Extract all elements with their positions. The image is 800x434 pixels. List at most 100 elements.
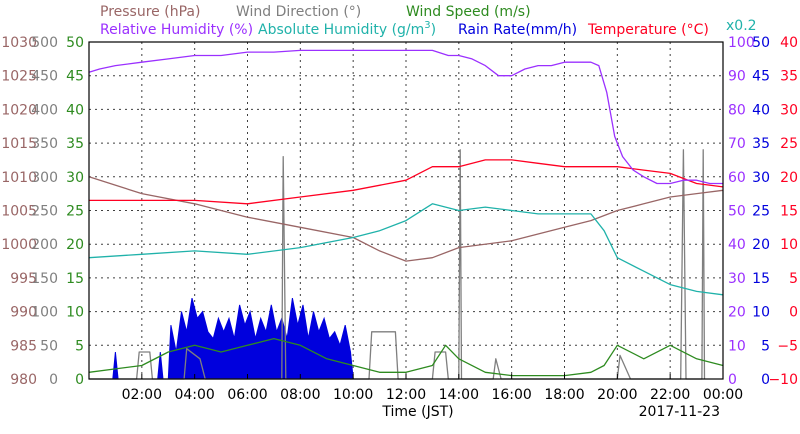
- y-tick-rain: 40: [752, 102, 770, 118]
- y-tick-wind-dir: 400: [31, 102, 58, 118]
- x-tick-label: 14:00: [439, 387, 479, 403]
- y-tick-pressure: 1020: [1, 102, 37, 118]
- y-tick-temp: 35: [780, 69, 798, 85]
- series-temp: [89, 159, 724, 205]
- y-tick-temp: 0: [789, 305, 798, 321]
- y-tick-wind-speed: 50: [66, 35, 84, 51]
- y-tick-pressure: 1000: [1, 237, 37, 253]
- legend-wind-direction: Wind Direction (°): [236, 4, 361, 20]
- y-tick-wind-dir: 250: [31, 204, 58, 220]
- y-tick-rel-hum: 100: [728, 35, 755, 51]
- y-tick-pressure: 1015: [1, 136, 37, 152]
- y-tick-rain: 15: [752, 271, 770, 287]
- y-tick-wind-dir: 450: [31, 69, 58, 85]
- y-tick-pressure: 995: [10, 271, 37, 287]
- y-tick-temp: 5: [789, 271, 798, 287]
- legend-absolute-humidity-prefix: Absolute Humidity (g/m: [258, 22, 424, 38]
- x-axis: 02:00 04:00 06:00 08:00 10:00 12:00 14:00 16:00…: [122, 374, 743, 403]
- y-tick-rain: 10: [752, 305, 770, 321]
- y-tick-temp: −5: [777, 338, 798, 354]
- y-tick-temp: 10: [780, 237, 798, 253]
- y-tick-pressure: 985: [10, 338, 37, 354]
- y-tick-rel-hum: 0: [728, 372, 737, 388]
- y-tick-wind-speed: 20: [66, 237, 84, 253]
- series-wind-speed: [88, 337, 724, 377]
- y-tick-wind-dir: 200: [31, 237, 58, 253]
- y-tick-pressure: 1030: [1, 35, 37, 51]
- legend-wind-speed: Wind Speed (m/s): [406, 4, 531, 20]
- legend-absolute-humidity-suffix: ): [431, 22, 436, 38]
- y-tick-temp: 30: [780, 102, 798, 118]
- y-tick-rel-hum: 60: [728, 170, 746, 186]
- y-tick-pressure: 990: [10, 305, 37, 321]
- y-tick-wind-speed: 25: [66, 204, 84, 220]
- y-tick-wind-dir: 0: [49, 372, 58, 388]
- series-layer: [88, 49, 724, 380]
- y-tick-pressure: 1010: [1, 170, 37, 186]
- series-rain: [112, 297, 354, 380]
- x-tick-label: 04:00: [174, 387, 214, 403]
- legend-relative-humidity: Relative Humidity (%): [100, 22, 253, 38]
- y-tick-wind-dir: 150: [31, 271, 58, 287]
- date-label: 2017-11-23: [639, 404, 720, 420]
- y-tick-rain: 45: [752, 69, 770, 85]
- y-tick-wind-dir: 500: [31, 35, 58, 51]
- y-tick-wind-speed: 45: [66, 69, 84, 85]
- y-tick-wind-speed: 30: [66, 170, 84, 186]
- legend-absolute-humidity-sup: 3: [424, 20, 430, 31]
- y-tick-pressure: 980: [10, 372, 37, 388]
- x-tick-label: 10:00: [333, 387, 373, 403]
- y-tick-rel-hum: 40: [728, 237, 746, 253]
- y-tick-rel-hum: 30: [728, 271, 746, 287]
- y-tick-temp: 20: [780, 170, 798, 186]
- y-tick-wind-dir: 350: [31, 136, 58, 152]
- legend-absolute-humidity: Absolute Humidity (g/m3): [258, 20, 436, 38]
- y-tick-rel-hum: 90: [728, 69, 746, 85]
- y-tick-rel-hum: 10: [728, 338, 746, 354]
- y-tick-rel-hum: 50: [728, 204, 746, 220]
- y-tick-rain: 20: [752, 237, 770, 253]
- x-axis-label: Time (JST): [381, 404, 453, 420]
- x-tick-label: 06:00: [227, 387, 267, 403]
- y-tick-rain: 5: [761, 338, 770, 354]
- y-tick-wind-dir: 100: [31, 305, 58, 321]
- legend-pressure: Pressure (hPa): [100, 4, 200, 20]
- y-tick-temp: 40: [780, 35, 798, 51]
- y-tick-temp: −10: [768, 372, 798, 388]
- y-tick-wind-speed: 0: [75, 372, 84, 388]
- y-tick-wind-dir: 300: [31, 170, 58, 186]
- x-tick-label: 18:00: [544, 387, 584, 403]
- legend-temperature: Temperature (°C): [587, 22, 709, 38]
- y-tick-pressure: 1025: [1, 69, 37, 85]
- y-tick-wind-speed: 40: [66, 102, 84, 118]
- series-abs-hum: [88, 203, 724, 296]
- y-tick-temp: 25: [780, 136, 798, 152]
- series-rel-hum: [88, 49, 723, 185]
- y-tick-pressure: 1005: [1, 204, 37, 220]
- y-tick-wind-speed: 10: [66, 305, 84, 321]
- y-tick-rain: 30: [752, 170, 770, 186]
- y-tick-wind-speed: 15: [66, 271, 84, 287]
- x-tick-label: 20:00: [597, 387, 637, 403]
- y-tick-wind-speed: 5: [75, 338, 84, 354]
- y-tick-wind-speed: 35: [66, 136, 84, 152]
- x-tick-label: 00:00: [703, 387, 743, 403]
- y-tick-rain: 50: [752, 35, 770, 51]
- x-tick-label: 02:00: [122, 387, 162, 403]
- legend-rain-rate: Rain Rate(mm/h): [458, 22, 577, 38]
- y-axes: 1030102510201015101010051000995990985980…: [1, 35, 798, 388]
- legend-scale-note: x0.2: [726, 18, 757, 34]
- y-tick-rain: 0: [761, 372, 770, 388]
- y-tick-rain: 35: [752, 136, 770, 152]
- y-tick-temp: 15: [780, 204, 798, 220]
- y-tick-wind-dir: 50: [40, 338, 58, 354]
- x-tick-label: 12:00: [386, 387, 426, 403]
- y-tick-rel-hum: 80: [728, 102, 746, 118]
- y-tick-rain: 25: [752, 204, 770, 220]
- y-tick-rel-hum: 70: [728, 136, 746, 152]
- x-tick-label: 22:00: [650, 387, 690, 403]
- x-tick-label: 08:00: [280, 387, 320, 403]
- y-tick-rel-hum: 20: [728, 305, 746, 321]
- x-tick-label: 16:00: [491, 387, 531, 403]
